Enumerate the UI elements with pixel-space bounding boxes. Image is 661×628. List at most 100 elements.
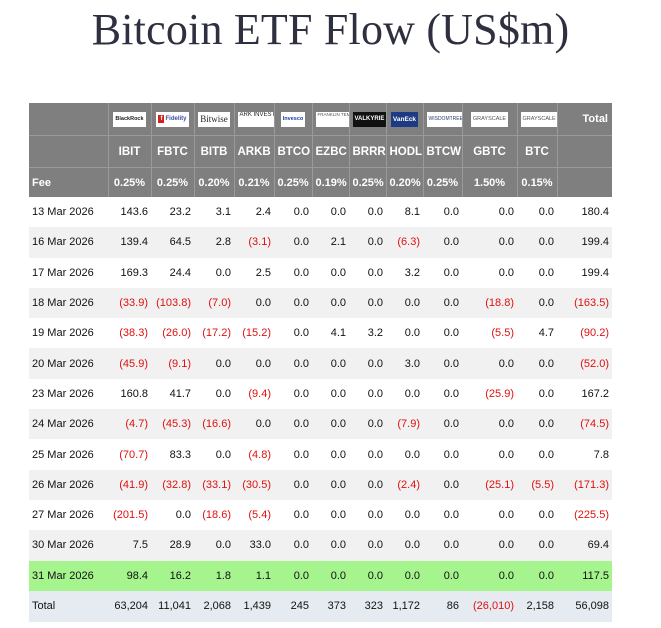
cumulative-cell: (26,010) — [462, 590, 517, 622]
flow-cell: 0.0 — [517, 257, 557, 288]
flow-cell: (9.4) — [234, 378, 274, 410]
ticker-header: ARKB — [233, 135, 274, 168]
flow-cell: 0.0 — [462, 439, 517, 470]
flow-cell: 7.5 — [108, 530, 151, 561]
flow-cell: 0.0 — [423, 530, 462, 561]
flow-cell: 16.2 — [151, 560, 194, 591]
ark-invest-logo: ARK INVEST — [237, 111, 274, 127]
ticker-header: BTC — [516, 135, 557, 168]
flow-cell: 0.0 — [386, 560, 423, 591]
ticker-total-blank — [556, 135, 612, 168]
flow-cell: 0.0 — [274, 530, 312, 561]
flow-cell: 0.0 — [386, 530, 423, 561]
flow-cell: (15.2) — [234, 318, 274, 349]
ticker-header: FBTC — [150, 135, 194, 168]
invesco-logo: Invesco — [280, 111, 306, 127]
ticker-header: BRRR — [348, 135, 386, 168]
row-date: 16 Mar 2026 — [29, 227, 108, 258]
flow-cell: 0.0 — [274, 499, 312, 531]
flow-cell: 4.1 — [312, 318, 349, 349]
flow-cell: 0.0 — [349, 378, 386, 410]
table-row: 20 Mar 2026 (45.9) (9.1) 0.0 0.0 0.0 0.0 0.0 3.0… — [29, 348, 612, 379]
ticker-header: BITB — [193, 135, 234, 168]
flow-cell: 0.0 — [386, 439, 423, 470]
fee-cell: 0.25% — [107, 167, 151, 197]
etf-flow-table: BlackRock f Fidelity Bitwise ARK INVEST I… — [29, 103, 612, 622]
flow-cell: 0.0 — [349, 348, 386, 379]
flow-cell: (38.3) — [108, 318, 151, 349]
row-total: 69.4 — [557, 530, 612, 561]
flow-cell: 0.0 — [274, 318, 312, 349]
flow-cell: 0.0 — [462, 560, 517, 591]
flow-cell: 0.0 — [386, 499, 423, 531]
flow-cell: 0.0 — [423, 287, 462, 319]
fee-cell: 0.25% — [150, 167, 194, 197]
cumulative-cell: 245 — [274, 590, 312, 622]
flow-cell: 0.0 — [194, 257, 234, 288]
flow-cell: 0.0 — [274, 560, 312, 591]
cumulative-cell: 1,439 — [234, 590, 274, 622]
flow-cell: 0.0 — [274, 287, 312, 319]
row-total: (90.2) — [557, 318, 612, 349]
flow-cell: 4.7 — [517, 318, 557, 349]
flow-cell: 0.0 — [349, 499, 386, 531]
flow-cell: (70.7) — [108, 439, 151, 470]
flow-cell: 0.0 — [423, 257, 462, 288]
flow-cell: 8.1 — [386, 197, 423, 228]
flow-cell: 160.8 — [108, 378, 151, 410]
row-total: (171.3) — [557, 469, 612, 500]
flow-cell: 0.0 — [312, 530, 349, 561]
flow-cell: 3.0 — [386, 348, 423, 379]
cumulative-cell: 373 — [312, 590, 349, 622]
fee-cell: 0.25% — [422, 167, 462, 197]
flow-cell: 0.0 — [517, 378, 557, 410]
issuer-logo-row: BlackRock f Fidelity Bitwise ARK INVEST I… — [29, 103, 612, 136]
flow-cell: 0.0 — [462, 257, 517, 288]
fee-cell: 0.25% — [273, 167, 312, 197]
flow-cell: 0.0 — [312, 257, 349, 288]
flow-cell: 0.0 — [462, 197, 517, 228]
table-row: 24 Mar 2026 (4.7) (45.3) (16.6) 0.0 0.0 0.0 0.0… — [29, 409, 612, 440]
row-date: 30 Mar 2026 — [29, 530, 108, 561]
flow-cell: 2.1 — [312, 227, 349, 258]
flow-cell: 0.0 — [312, 469, 349, 500]
flow-cell: 0.0 — [349, 439, 386, 470]
flow-cell: 0.0 — [349, 530, 386, 561]
row-date: 26 Mar 2026 — [29, 469, 108, 500]
totals-label: Total — [29, 590, 108, 622]
flow-cell: 64.5 — [151, 227, 194, 258]
flow-cell: (41.9) — [108, 469, 151, 500]
row-total: 199.4 — [557, 227, 612, 258]
cumulative-cell: 86 — [423, 590, 462, 622]
flow-cell: (32.8) — [151, 469, 194, 500]
wisdomtree-logo: WISDOMTREE — [426, 111, 462, 127]
flow-cell: 0.0 — [312, 499, 349, 531]
flow-cell: 0.0 — [312, 439, 349, 470]
flow-cell: 83.3 — [151, 439, 194, 470]
ticker-header: BTCW — [422, 135, 462, 168]
flow-cell: 0.0 — [312, 560, 349, 591]
flow-cell: 0.0 — [462, 499, 517, 531]
cumulative-cell: 1,172 — [386, 590, 423, 622]
ticker-row: IBIT FBTC BITB ARKB BTCO EZBC BRRR HODL BTCW GBTC… — [29, 135, 612, 168]
flow-cell: (3.1) — [234, 227, 274, 258]
flow-cell: (5.5) — [517, 469, 557, 500]
cumulative-cell: 323 — [349, 590, 386, 622]
cumulative-cell: 11,041 — [151, 590, 194, 622]
flow-cell: 0.0 — [312, 409, 349, 440]
flow-cell: 0.0 — [312, 197, 349, 228]
flow-cell: 2.4 — [234, 197, 274, 228]
flow-cell: 0.0 — [194, 439, 234, 470]
flow-cell: (7.0) — [194, 287, 234, 319]
row-date: 19 Mar 2026 — [29, 318, 108, 349]
flow-cell: (16.6) — [194, 409, 234, 440]
flow-cell: (18.8) — [462, 287, 517, 319]
flow-cell: 0.0 — [234, 409, 274, 440]
flow-cell: 0.0 — [423, 560, 462, 591]
corner-cell — [29, 103, 108, 136]
flow-cell: 0.0 — [274, 469, 312, 500]
blackrock-logo: BlackRock — [113, 111, 146, 127]
row-total: (225.5) — [557, 499, 612, 531]
fidelity-logo: f Fidelity — [156, 111, 189, 127]
flow-cell: (201.5) — [108, 499, 151, 531]
